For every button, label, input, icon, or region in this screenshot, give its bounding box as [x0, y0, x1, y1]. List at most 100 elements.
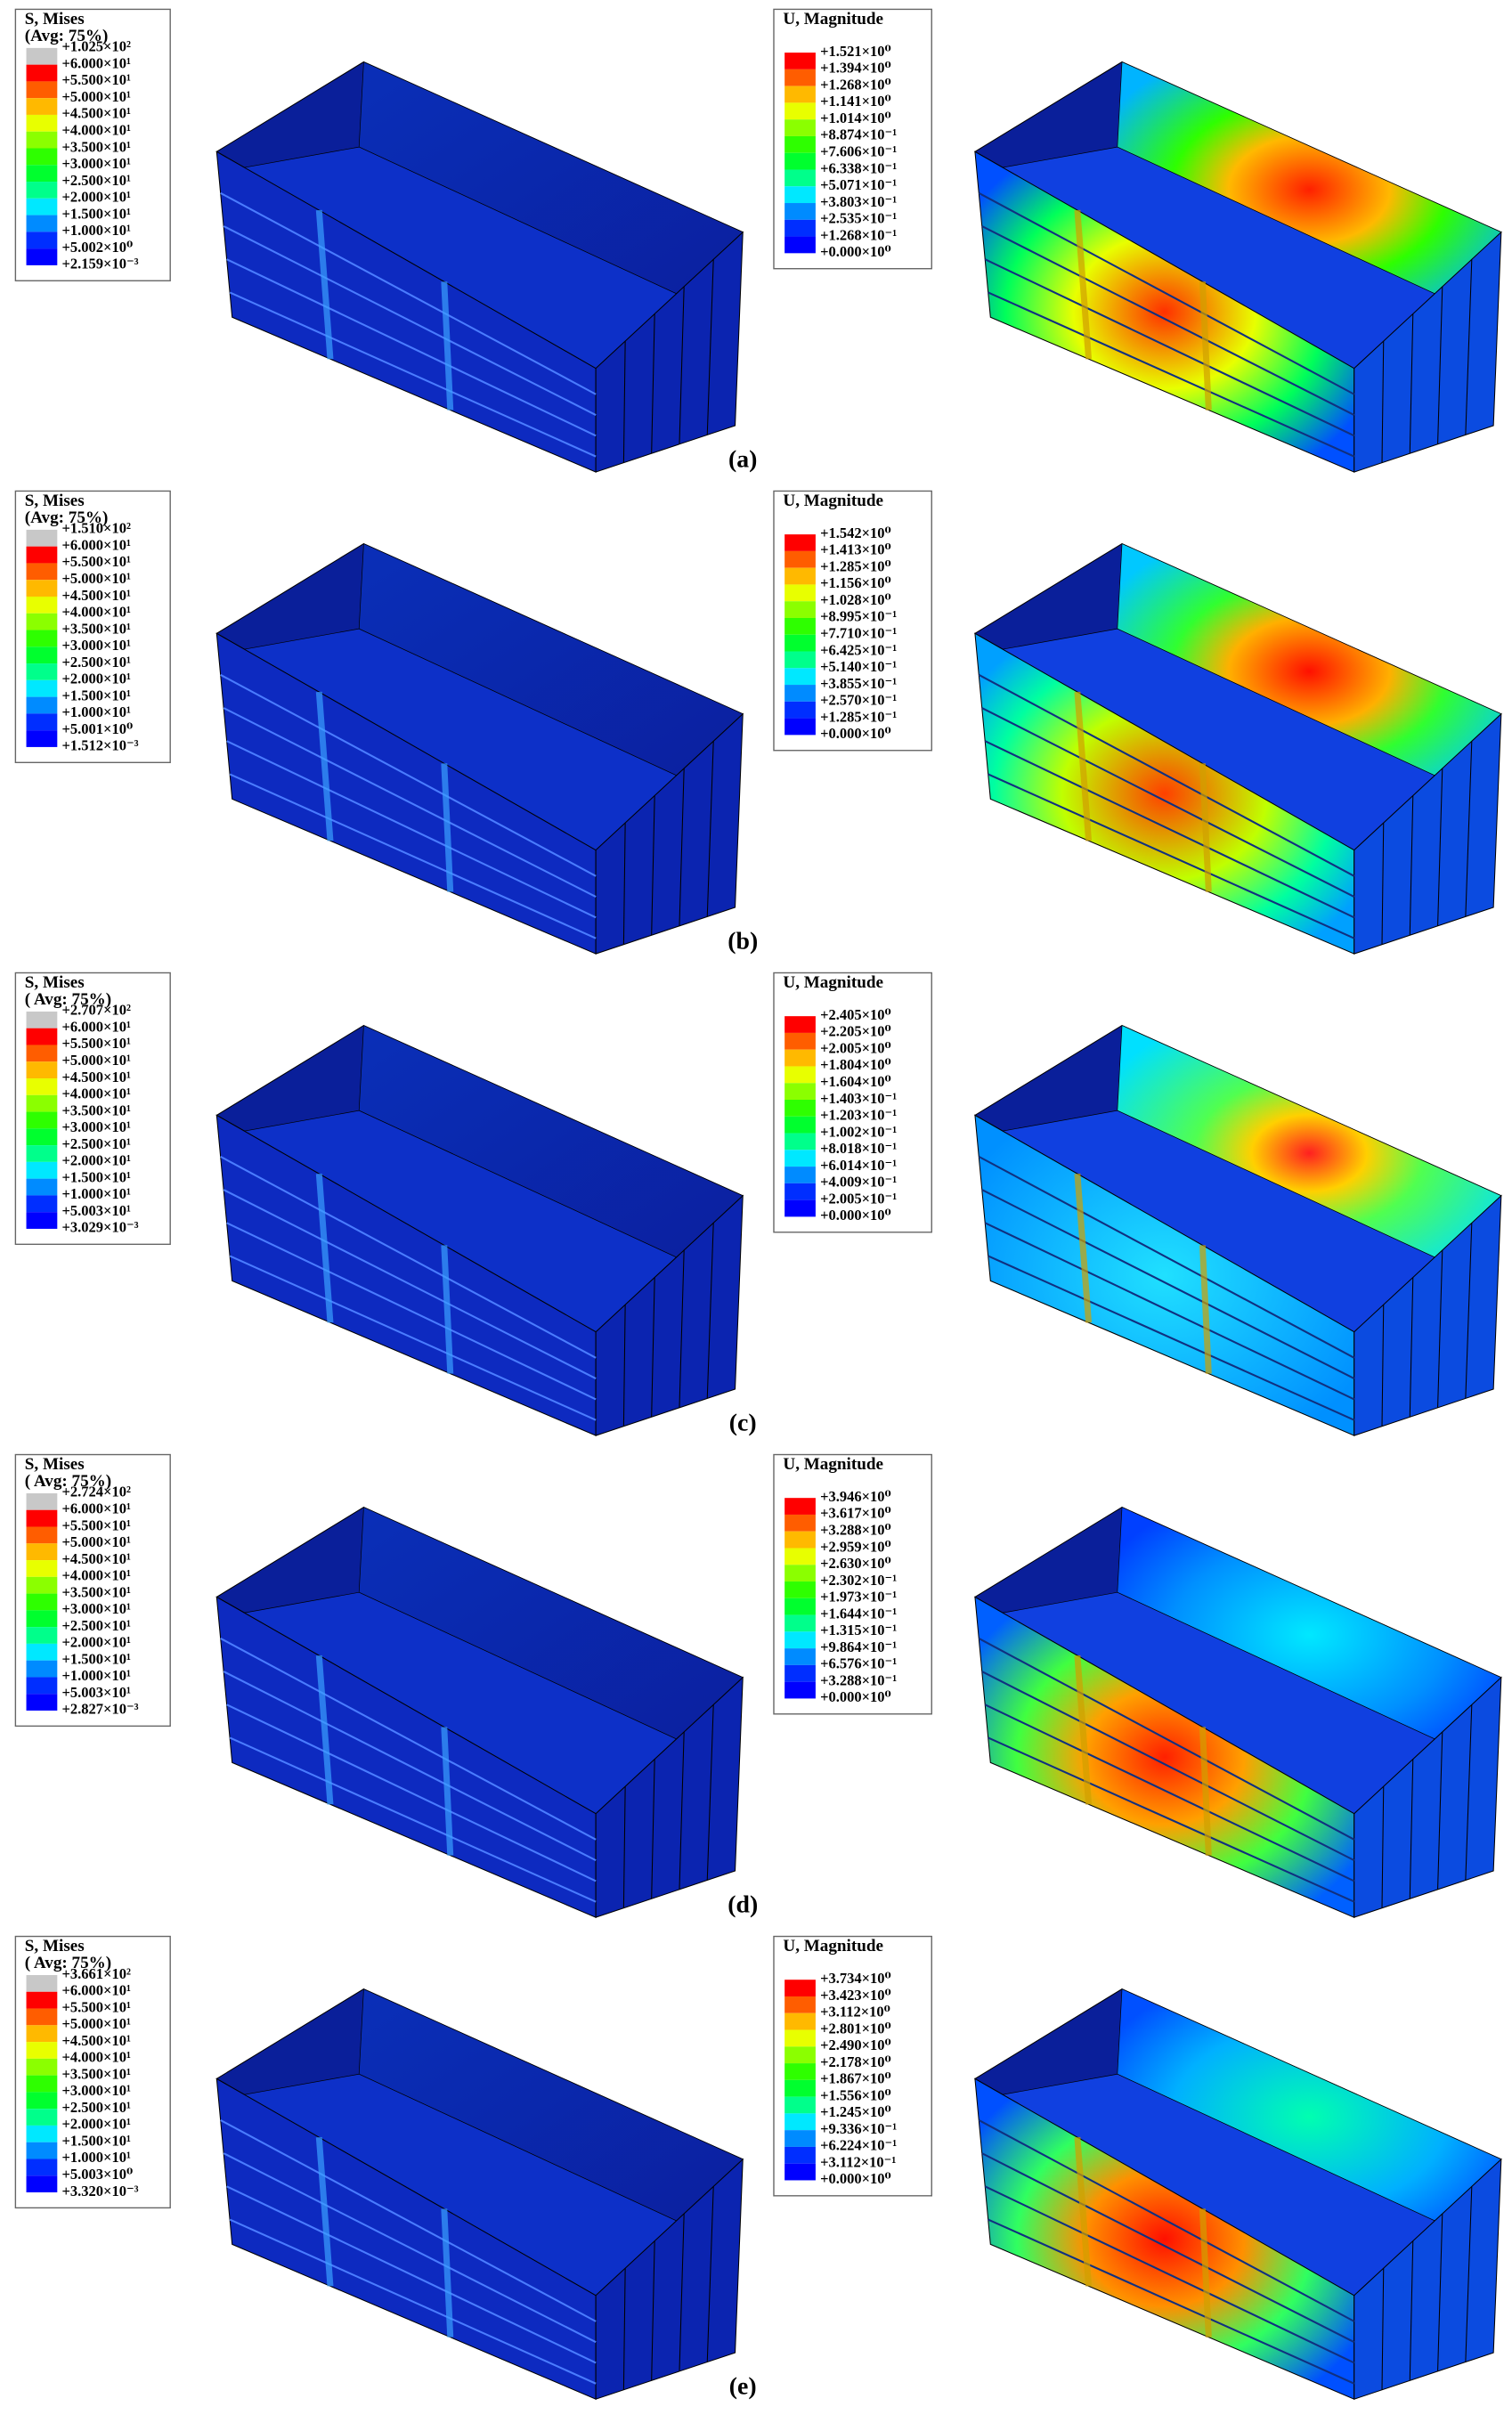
rail: [988, 2218, 1355, 2385]
legend-label: +4.500×10¹: [62, 587, 131, 604]
rail: [223, 1671, 597, 1862]
legend-label: +2.000×10¹: [62, 1152, 131, 1169]
legend-swatch: [26, 1028, 58, 1045]
legend-label: +4.500×10¹: [62, 1550, 131, 1567]
legend-swatch: [784, 2096, 816, 2114]
post: [1199, 1727, 1212, 1856]
end-post: [622, 341, 626, 463]
legend-label: +1.542×10⁰: [820, 524, 891, 541]
legend-swatch: [26, 1660, 58, 1678]
post: [1074, 1173, 1093, 1323]
legend-label: +2.500×10¹: [62, 2099, 131, 2116]
end-post: [622, 823, 626, 945]
rail: [220, 2119, 597, 2322]
legend-label: +0.000×10⁰: [820, 243, 891, 260]
legend-swatch: [26, 1045, 58, 1062]
legend-label: +1.002×10⁻¹: [820, 1123, 897, 1140]
legend-swatch: [784, 119, 816, 136]
legend-label: +2.205×10⁰: [820, 1023, 891, 1040]
legend-swatch: [26, 546, 58, 564]
legend-swatch: [784, 617, 816, 635]
legend-swatch: [26, 1560, 58, 1577]
legend-label: +1.000×10¹: [62, 222, 131, 239]
legend-label: +2.570×10⁻¹: [820, 692, 897, 709]
post: [315, 1173, 334, 1323]
legend-swatch: [784, 1996, 816, 2013]
rail: [226, 2185, 597, 2364]
legend-swatch: [26, 580, 58, 597]
legend-label: +2.000×10¹: [62, 1634, 131, 1651]
legend-swatch: [26, 613, 58, 630]
legend-label: +1.203×10⁻¹: [820, 1107, 897, 1124]
legend-swatch: [784, 685, 816, 702]
end-post: [651, 2240, 655, 2381]
legend-label: +3.803×10⁻¹: [820, 193, 897, 210]
rail: [226, 1222, 597, 1401]
legend-label: +0.000×10⁰: [820, 1688, 891, 1705]
rail: [978, 1637, 1355, 1841]
legend-swatch: [784, 1614, 816, 1632]
end-post: [679, 286, 685, 444]
legend-label: +6.000×10¹: [62, 536, 131, 553]
legend-label: +2.535×10⁻¹: [820, 210, 897, 227]
legend-label: +2.178×10⁰: [820, 2053, 891, 2070]
post: [441, 281, 454, 411]
legend-subtitle: ( Avg: 75%): [25, 990, 111, 1009]
rail: [978, 1155, 1355, 1359]
rail: [978, 673, 1355, 877]
rail: [984, 740, 1355, 919]
legend-swatch: [26, 1094, 58, 1112]
legend-label: +2.000×10¹: [62, 2116, 131, 2133]
legend-swatch: [784, 1664, 816, 1682]
legend-label: +6.000×10¹: [62, 1500, 131, 1517]
end-post: [1465, 741, 1473, 917]
end-post: [1381, 1305, 1385, 1427]
legend-swatch: [784, 1116, 816, 1134]
legend-label: +3.500×10¹: [62, 1102, 131, 1118]
rail: [229, 1255, 597, 1421]
legend-label: +1.556×10⁰: [820, 2086, 891, 2103]
legend-swatch: [26, 98, 58, 115]
legend-label: +3.000×10¹: [62, 637, 131, 654]
rail: [981, 225, 1355, 416]
post: [315, 209, 334, 360]
legend-label: +1.315×10⁻¹: [820, 1622, 897, 1638]
end-face: [595, 1676, 744, 1918]
legend-label: +3.288×10⁰: [820, 1522, 891, 1539]
legend-swatch: [784, 1648, 816, 1665]
panel-label: (e): [729, 2372, 757, 2400]
legend-label: +6.014×10⁻¹: [820, 1157, 897, 1174]
post: [315, 2136, 334, 2287]
legend-swatch: [784, 701, 816, 719]
legend-label: +0.000×10⁰: [820, 725, 891, 742]
legend-swatch: [26, 2075, 58, 2093]
legend-swatch: [784, 601, 816, 618]
legend-swatch: [26, 81, 58, 99]
legend-label: +1.510×10²: [62, 520, 131, 537]
legend-label: +1.500×10¹: [62, 1168, 131, 1185]
legend-label: +1.000×10¹: [62, 703, 131, 720]
end-post: [1465, 1223, 1473, 1399]
legend-label: +2.500×10¹: [62, 172, 131, 189]
legend-label: +6.425×10⁻¹: [820, 641, 897, 658]
post: [1199, 763, 1212, 892]
legend-label: +9.864×10⁻¹: [820, 1638, 897, 1655]
rail: [984, 258, 1355, 437]
legend-title: S, Mises: [25, 1455, 85, 1474]
legend-label: +2.302×10⁻¹: [820, 1572, 897, 1589]
legend-swatch: [26, 1509, 58, 1527]
post: [1199, 1245, 1212, 1374]
legend-swatch: [784, 1049, 816, 1067]
legend-swatch: [26, 1061, 58, 1079]
end-post: [1465, 2186, 1473, 2362]
post: [441, 1727, 454, 1856]
legend-swatch: [784, 1581, 816, 1598]
legend-swatch: [26, 2109, 58, 2126]
legend-subtitle: ( Avg: 75%): [25, 1472, 111, 1491]
legend-swatch: [784, 169, 816, 187]
end-post: [1437, 1249, 1443, 1408]
legend-label: +2.405×10⁰: [820, 1006, 891, 1023]
legend-title: U, Magnitude: [783, 1455, 883, 1474]
legend-label: +2.005×10⁰: [820, 1039, 891, 1056]
end-post: [622, 2268, 626, 2390]
